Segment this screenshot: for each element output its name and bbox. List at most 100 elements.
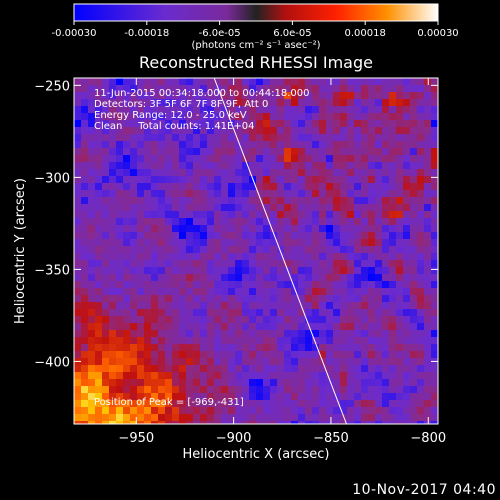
heatmap-cell (333, 183, 340, 190)
heatmap-cell (109, 330, 116, 337)
heatmap-cell (410, 386, 417, 393)
heatmap-cell (74, 183, 81, 190)
heatmap-cell (319, 400, 326, 407)
heatmap-cell (291, 218, 298, 225)
heatmap-cell (151, 169, 158, 176)
heatmap-cell (431, 204, 438, 211)
heatmap-cell (179, 274, 186, 281)
heatmap-cell (137, 176, 144, 183)
heatmap-cell (221, 120, 228, 127)
heatmap-cell (123, 372, 130, 379)
heatmap-cell (417, 316, 424, 323)
heatmap-cell (186, 400, 193, 407)
heatmap-cell (305, 246, 312, 253)
heatmap-cell (172, 351, 179, 358)
heatmap-cell (312, 176, 319, 183)
heatmap-cell (109, 155, 116, 162)
heatmap-cell (347, 232, 354, 239)
heatmap-cell (172, 309, 179, 316)
heatmap-cell (102, 400, 109, 407)
heatmap-cell (144, 211, 151, 218)
heatmap-cell (424, 260, 431, 267)
heatmap-cell (249, 204, 256, 211)
heatmap-cell (263, 267, 270, 274)
heatmap-cell (333, 386, 340, 393)
heatmap-cell (228, 85, 235, 92)
heatmap-cell (193, 330, 200, 337)
heatmap-cell (109, 204, 116, 211)
heatmap-cell (284, 169, 291, 176)
heatmap-cell (144, 92, 151, 99)
heatmap-cell (382, 148, 389, 155)
heatmap-cell (228, 183, 235, 190)
heatmap-cell (214, 225, 221, 232)
heatmap-cell (298, 127, 305, 134)
heatmap-cell (410, 106, 417, 113)
heatmap-cell (207, 365, 214, 372)
heatmap-cell (291, 407, 298, 414)
heatmap-cell (242, 323, 249, 330)
heatmap-cell (361, 267, 368, 274)
heatmap-cell (389, 225, 396, 232)
heatmap-cell (333, 134, 340, 141)
heatmap-cell (333, 113, 340, 120)
heatmap-cell (424, 309, 431, 316)
heatmap-cell (88, 393, 95, 400)
heatmap-cell (284, 274, 291, 281)
heatmap-cell (326, 120, 333, 127)
heatmap-cell (298, 260, 305, 267)
heatmap-cell (389, 386, 396, 393)
heatmap-cell (354, 365, 361, 372)
heatmap-cell (396, 92, 403, 99)
heatmap-cell (151, 106, 158, 113)
heatmap-cell (291, 274, 298, 281)
heatmap-cell (375, 274, 382, 281)
heatmap-cell (235, 386, 242, 393)
y-tick-label: −400 (34, 355, 70, 370)
heatmap-cell (228, 309, 235, 316)
heatmap-cell (424, 183, 431, 190)
heatmap-cell (186, 176, 193, 183)
heatmap-cell (249, 358, 256, 365)
heatmap-cell (172, 246, 179, 253)
heatmap-cell (81, 148, 88, 155)
heatmap-cell (249, 211, 256, 218)
heatmap-cell (424, 99, 431, 106)
heatmap-cell (242, 120, 249, 127)
heatmap-cell (382, 414, 389, 421)
heatmap-cell (382, 218, 389, 225)
heatmap-cell (431, 218, 438, 225)
heatmap-cell (200, 85, 207, 92)
heatmap-cell (319, 127, 326, 134)
heatmap-cell (235, 176, 242, 183)
heatmap-cell (200, 239, 207, 246)
heatmap-cell (256, 365, 263, 372)
heatmap-cell (123, 197, 130, 204)
heatmap-cell (102, 267, 109, 274)
heatmap-cell (347, 393, 354, 400)
heatmap-cell (333, 225, 340, 232)
heatmap-cell (137, 120, 144, 127)
heatmap-cell (207, 379, 214, 386)
heatmap-cell (256, 232, 263, 239)
heatmap-cell (207, 78, 214, 85)
heatmap-cell (424, 120, 431, 127)
heatmap-cell (368, 281, 375, 288)
heatmap-cell (305, 225, 312, 232)
heatmap-cell (319, 176, 326, 183)
heatmap-cell (179, 309, 186, 316)
heatmap-cell (424, 211, 431, 218)
heatmap-cell (305, 267, 312, 274)
heatmap-cell (284, 281, 291, 288)
heatmap-cell (186, 113, 193, 120)
heatmap-cell (410, 204, 417, 211)
heatmap-cell (312, 337, 319, 344)
heatmap-cell (368, 379, 375, 386)
heatmap-cell (382, 239, 389, 246)
heatmap-cell (354, 197, 361, 204)
heatmap-cell (305, 127, 312, 134)
heatmap-cell (305, 162, 312, 169)
heatmap-cell (270, 113, 277, 120)
heatmap-cell (158, 316, 165, 323)
heatmap-cell (179, 134, 186, 141)
